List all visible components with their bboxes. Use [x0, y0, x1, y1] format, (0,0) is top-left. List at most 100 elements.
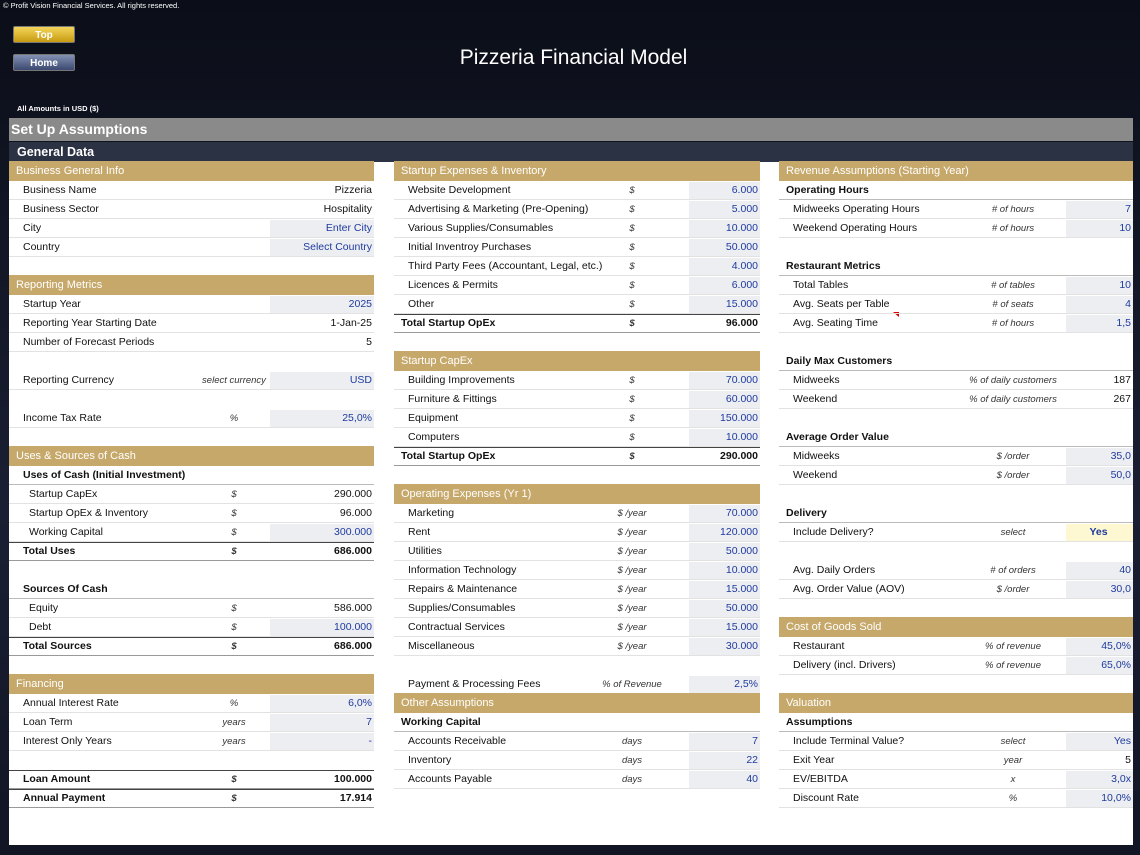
input-cell — [689, 220, 760, 237]
input-cell — [1066, 296, 1133, 313]
row — [394, 732, 760, 751]
subheading-row — [394, 713, 760, 732]
top-button[interactable]: Top — [13, 26, 75, 43]
home-button[interactable]: Home — [13, 54, 75, 71]
row — [394, 580, 760, 599]
row — [779, 523, 1133, 542]
row — [394, 637, 760, 656]
section-header: Startup Expenses & Inventory — [394, 161, 760, 181]
section-header: Reporting Metrics — [9, 275, 374, 295]
row-value: 50.000 — [725, 602, 758, 614]
row-value: 6.000 — [731, 279, 758, 291]
row — [394, 409, 760, 428]
row-value: USD — [349, 374, 372, 386]
row-value: 15.000 — [725, 298, 758, 310]
input-cell — [270, 372, 374, 389]
row — [779, 770, 1133, 789]
row-value: 267 — [1113, 393, 1131, 405]
row-unit: $ — [629, 204, 635, 215]
input-cell — [689, 600, 760, 617]
row-label: Avg. Daily Orders — [793, 564, 876, 576]
row — [394, 257, 760, 276]
row-unit: years — [222, 736, 246, 747]
input-cell — [689, 752, 760, 769]
row-label: Supplies/Consumables — [408, 602, 516, 614]
row-label: Advertising & Marketing (Pre-Opening) — [408, 203, 589, 215]
row — [9, 295, 374, 314]
row-value: 187 — [1113, 374, 1131, 386]
input-cell — [689, 524, 760, 541]
row — [394, 504, 760, 523]
row-unit: $ — [629, 261, 635, 272]
row-value: Hospitality — [323, 203, 372, 215]
row — [394, 751, 760, 770]
row — [394, 181, 760, 200]
row-label: Repairs & Maintenance — [408, 583, 518, 595]
row-value: 25,0% — [342, 412, 372, 424]
total-row — [9, 770, 374, 789]
input-cell — [689, 201, 760, 218]
row-label: Restaurant Metrics — [786, 260, 881, 272]
row-value: 15.000 — [725, 583, 758, 595]
row-value: 7 — [1125, 203, 1131, 215]
row-value: 300.000 — [334, 526, 372, 538]
row-label: Total Startup OpEx — [401, 450, 496, 462]
row-unit: # of hours — [991, 318, 1035, 329]
row — [9, 409, 374, 428]
row — [394, 390, 760, 409]
row-label: Annual Interest Rate — [23, 697, 119, 709]
row — [9, 485, 374, 504]
input-cell — [270, 410, 374, 427]
row — [394, 561, 760, 580]
row-unit: $ /year — [617, 565, 647, 576]
input-cell — [689, 258, 760, 275]
row-value: 50.000 — [725, 545, 758, 557]
row — [9, 732, 374, 751]
copyright: © Profit Vision Financial Services. All … — [3, 1, 180, 10]
row-unit: % — [1008, 793, 1018, 804]
row-label: Sources Of Cash — [23, 583, 108, 595]
row — [9, 333, 374, 352]
row-value: 5.000 — [731, 203, 758, 215]
row-label: Income Tax Rate — [23, 412, 102, 424]
row-value: 4.000 — [731, 260, 758, 272]
row-unit: $ — [629, 394, 635, 405]
row-label: Contractual Services — [408, 621, 505, 633]
row-label: Daily Max Customers — [786, 355, 893, 367]
input-cell — [689, 733, 760, 750]
subheading-row — [779, 428, 1133, 447]
row-unit: days — [621, 774, 643, 785]
row-value: 3,0x — [1111, 773, 1131, 785]
title: Pizzeria Financial Model — [459, 46, 688, 69]
row-unit: $ — [231, 489, 237, 500]
section-header: Business General Info — [9, 161, 374, 181]
row — [394, 542, 760, 561]
input-cell — [270, 714, 374, 731]
row-value: 5 — [366, 336, 372, 348]
row — [779, 200, 1133, 219]
row-label: Third Party Fees (Accountant, Legal, etc… — [408, 260, 603, 272]
row-label: Reporting Year Starting Date — [23, 317, 157, 329]
row — [779, 371, 1133, 390]
row-label: Weekend — [793, 393, 838, 405]
row-unit: # of tables — [991, 280, 1035, 291]
input-cell — [689, 277, 760, 294]
row — [394, 200, 760, 219]
row-unit: $ — [629, 413, 635, 424]
row-value: 70.000 — [725, 507, 758, 519]
row — [9, 219, 374, 238]
row-label: Midweeks — [793, 450, 840, 462]
row — [779, 466, 1133, 485]
row — [9, 314, 374, 333]
row-label: Midweeks Operating Hours — [793, 203, 920, 215]
row-label: Average Order Value — [786, 431, 889, 443]
row-value: 686.000 — [334, 545, 372, 557]
row-value: Enter City — [325, 222, 372, 234]
section-header: Valuation — [779, 693, 1133, 713]
row-unit: # of seats — [992, 299, 1034, 310]
input-cell — [1066, 790, 1133, 807]
row-value: 7 — [366, 716, 372, 728]
row-unit: $ — [231, 603, 237, 614]
row-label: Accounts Receivable — [408, 735, 507, 747]
